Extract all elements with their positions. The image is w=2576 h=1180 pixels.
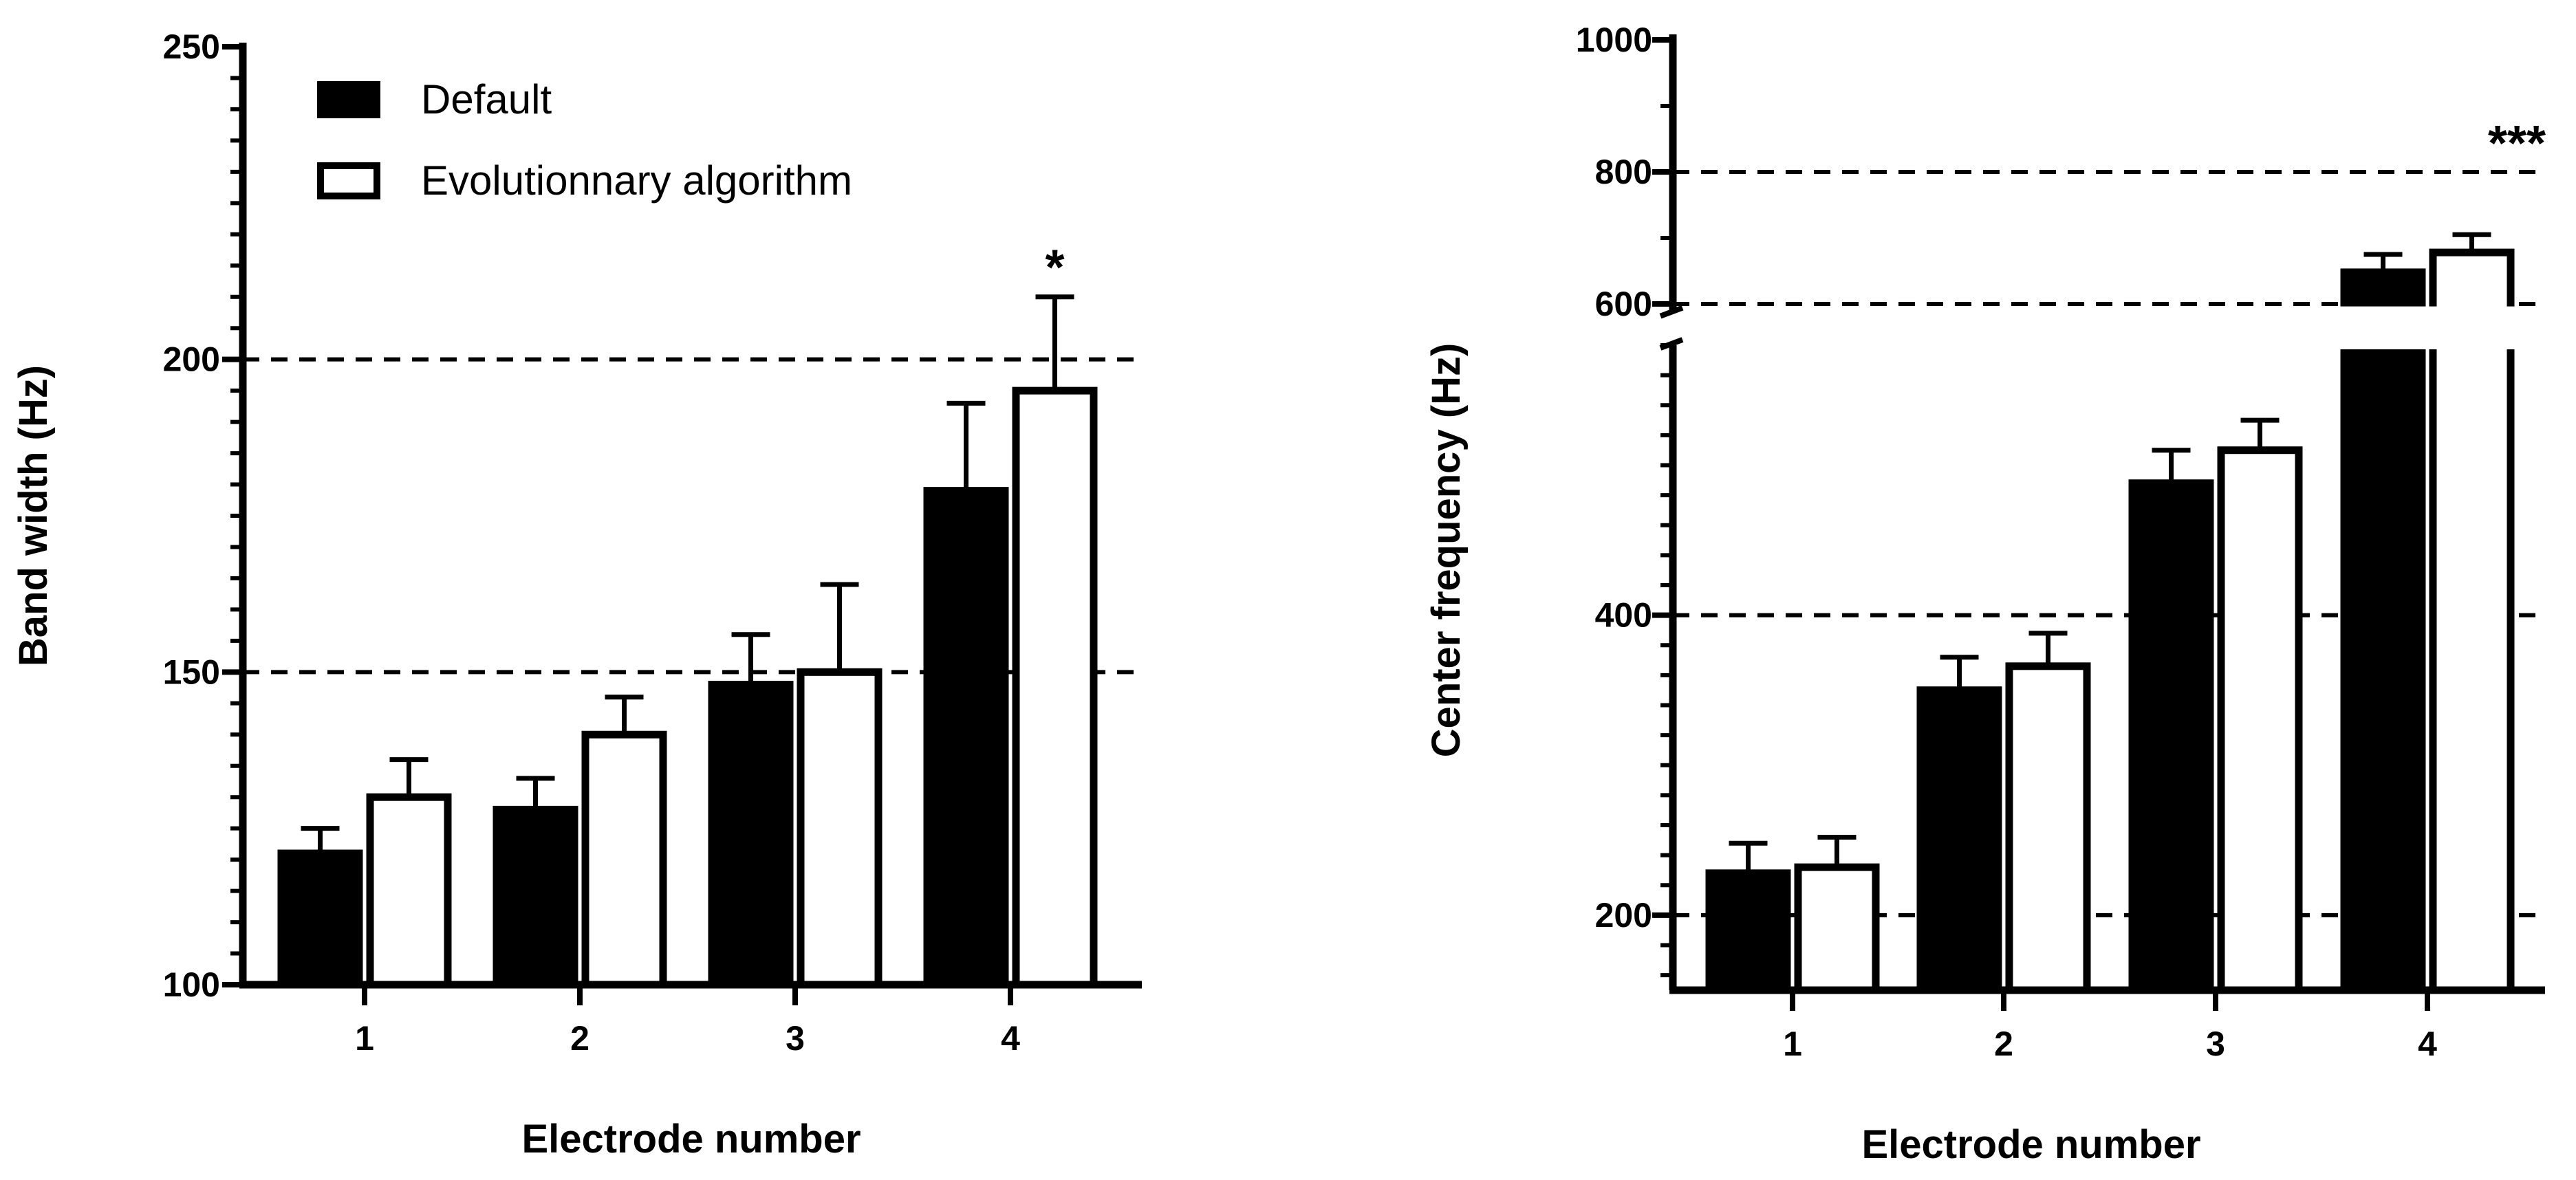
bar-evolutionnary: [2005, 662, 2091, 994]
axis-break-gap: [1678, 306, 2551, 349]
legend-label: Evolutionnary algorithm: [421, 157, 852, 204]
x-tick-label: 1: [355, 1019, 374, 1058]
y-tick-label: 200: [1595, 896, 1652, 935]
x-tick-label: 1: [1783, 1025, 1802, 1063]
y-tick-label: 250: [163, 28, 220, 66]
bar-default: [923, 487, 1009, 989]
bar-default: [2340, 268, 2426, 994]
bar-evolutionnary: [1794, 863, 1880, 994]
x-tick-label: 2: [1994, 1025, 2013, 1063]
bar-default: [1705, 869, 1791, 994]
y-tick-label: 200: [163, 340, 220, 379]
y-axis-title: Band width (Hz): [11, 365, 56, 666]
y-tick-label: 150: [163, 653, 220, 691]
y-tick-label: 400: [1595, 596, 1652, 635]
bandwidth-chart: 100 150 200 250 1 2 3 4 Electrode number Band wid…: [11, 28, 1142, 1161]
x-axis-title: Electrode number: [1861, 1122, 2200, 1167]
y-tick-label: 100: [163, 965, 220, 1004]
x-tick-label: 4: [1001, 1019, 1020, 1058]
x-tick-label: 4: [2418, 1025, 2437, 1063]
bar-evolutionnary: [366, 793, 452, 989]
significance-annotation: ***: [2488, 116, 2546, 171]
bar-default: [493, 805, 578, 989]
center-frequency-chart: 200 400 600 800 1000 1 2 3 4 Electrode number Cent…: [1424, 21, 2551, 1167]
bar-default: [277, 849, 363, 989]
y-tick-label: 600: [1595, 285, 1652, 323]
x-tick-label: 2: [570, 1019, 589, 1058]
x-axis-title: Electrode number: [521, 1117, 861, 1161]
bar-evolutionnary: [1012, 386, 1098, 989]
legend-swatch: [317, 162, 380, 199]
bar-default: [1916, 686, 2002, 994]
y-axis-title: Center frequency (Hz): [1424, 343, 1469, 758]
axis-break-mark: [1659, 305, 1684, 319]
legend-label: Default: [421, 76, 552, 122]
bar-evolutionnary: [2217, 446, 2303, 994]
x-tick-label: 3: [2206, 1025, 2225, 1063]
bar-evolutionnary: [581, 730, 667, 989]
y-tick-label: 1000: [1576, 21, 1652, 59]
bar-default: [2128, 479, 2214, 994]
x-tick-label: 3: [786, 1019, 805, 1058]
significance-annotation: *: [1045, 241, 1064, 296]
bar-evolutionnary: [797, 668, 883, 989]
y-tick-label: 800: [1595, 153, 1652, 191]
bar-default: [708, 681, 794, 989]
bar-evolutionnary: [2429, 248, 2515, 994]
legend-swatch: [317, 81, 380, 118]
